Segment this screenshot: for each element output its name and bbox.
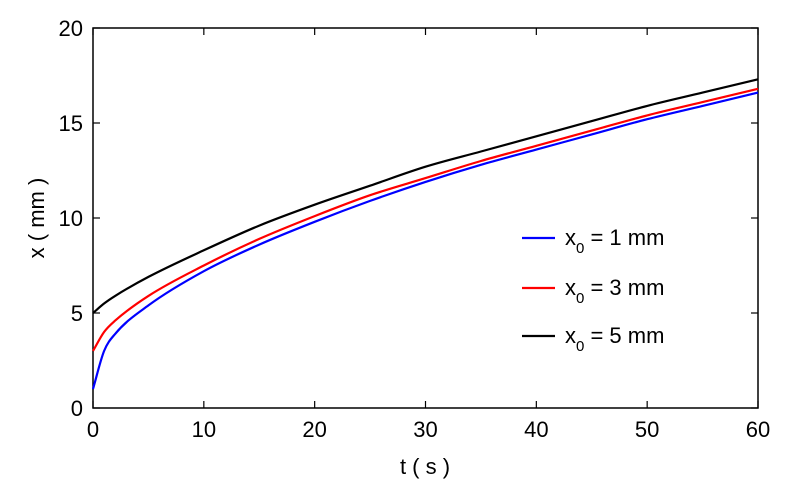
x-tick-label: 60: [746, 417, 770, 442]
x-tick-label: 20: [302, 417, 326, 442]
legend-label-2: x0 = 3 mm: [565, 275, 664, 307]
x-tick-label: 30: [413, 417, 437, 442]
x-tick-label: 0: [87, 417, 99, 442]
series-lines: [91, 78, 759, 390]
x-axis-label: t ( s ): [400, 454, 450, 479]
y-axis-label: x ( mm ): [24, 178, 49, 259]
plot-frame: [92, 27, 759, 409]
y-tick-label: 15: [59, 111, 83, 136]
x-tick-label: 40: [524, 417, 548, 442]
series-line-2: [92, 87, 759, 352]
x-tick-label: 10: [192, 417, 216, 442]
axis-ticks: 0 10 20 30 40 50 60 0 5 10 15 20: [59, 16, 771, 442]
legend-label-3: x0 = 5 mm: [565, 323, 664, 355]
series-line-1: [91, 91, 759, 390]
y-tick-label: 5: [71, 301, 83, 326]
x-tick-label: 50: [635, 417, 659, 442]
plot-area: [92, 27, 759, 409]
legend: x0 = 1 mm x0 = 3 mm x0 = 5 mm: [522, 225, 664, 355]
legend-label-1: x0 = 1 mm: [565, 225, 664, 257]
y-tick-label: 20: [59, 16, 83, 41]
y-tick-label: 0: [71, 396, 83, 421]
series-line-3: [92, 78, 759, 314]
y-tick-label: 10: [59, 206, 83, 231]
